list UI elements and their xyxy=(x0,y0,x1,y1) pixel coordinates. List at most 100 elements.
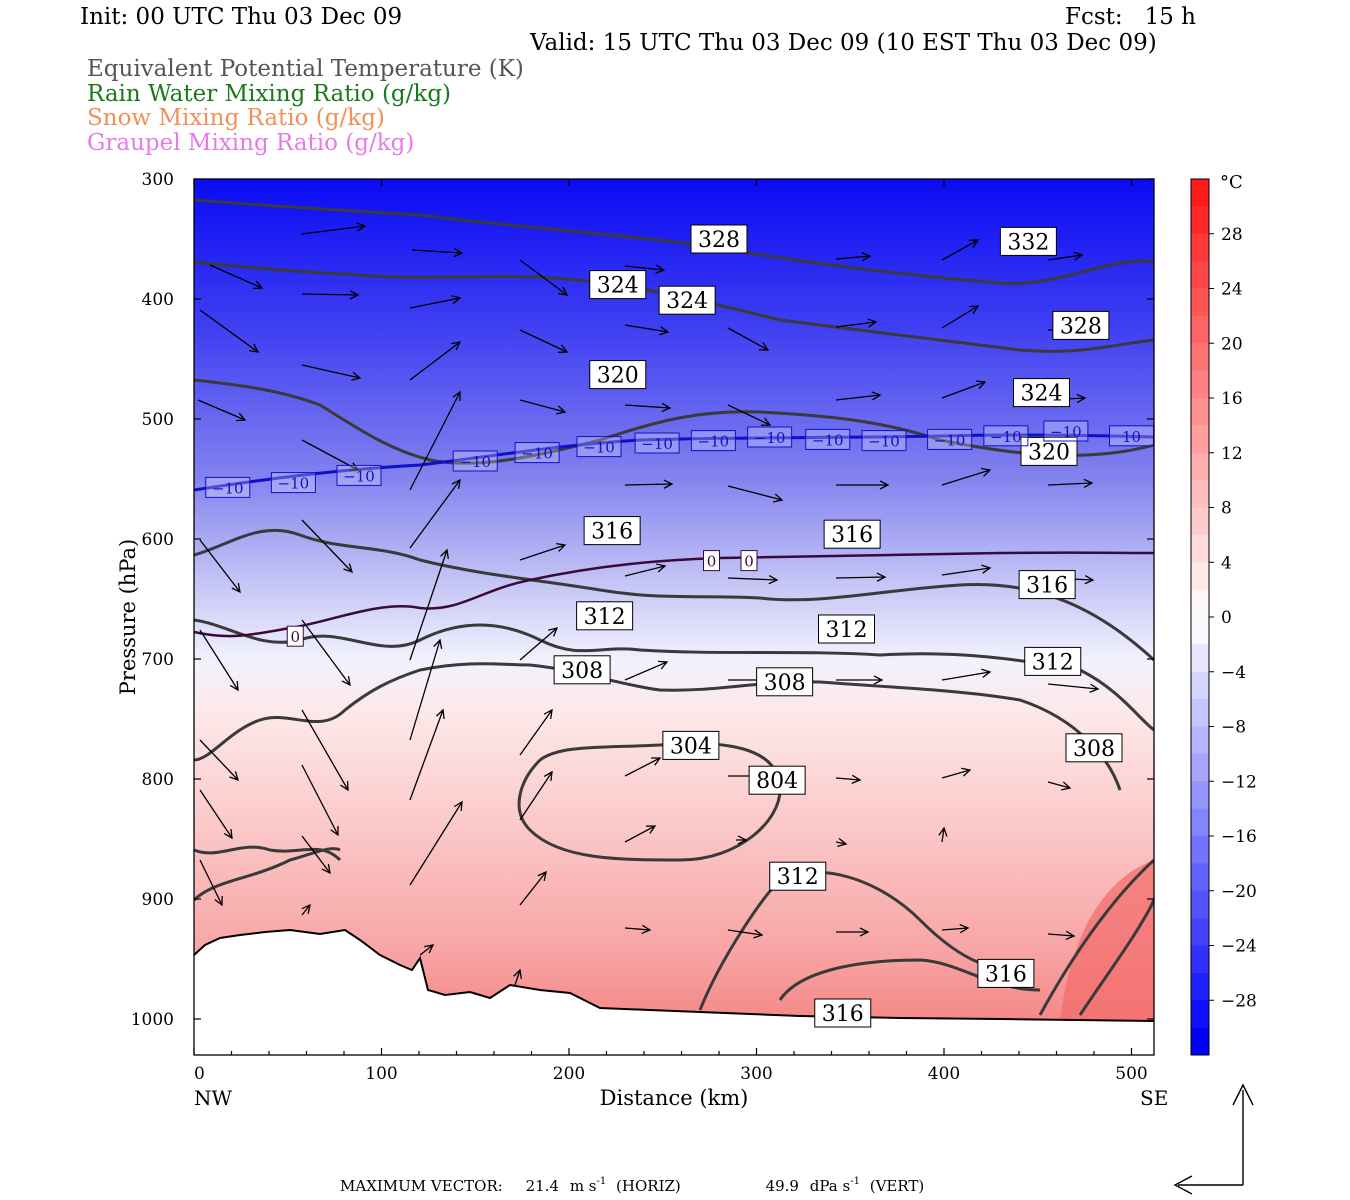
isotherm-label: 10 xyxy=(1109,425,1154,447)
wind-vector xyxy=(1047,683,1100,693)
isotherm-label-box xyxy=(452,450,498,472)
wind-vector xyxy=(624,402,672,413)
isotherm-label-box xyxy=(270,472,316,494)
theta-e-label-text: 316 xyxy=(985,962,1027,987)
isotherm-label: −10 xyxy=(927,428,973,450)
wind-vector xyxy=(835,572,887,582)
theta-e-contour xyxy=(1078,899,1154,1016)
theta-e-label-box xyxy=(589,360,647,390)
theta-e-label: 316 xyxy=(1018,570,1076,600)
colorbar-tick-label: 12 xyxy=(1221,444,1243,464)
wind-vector xyxy=(301,835,331,875)
colorbar-tick-label: −8 xyxy=(1221,718,1246,738)
wind-vector xyxy=(941,564,992,576)
wind-vector xyxy=(519,543,567,561)
wind-vector xyxy=(519,329,569,353)
theta-e-label: 304 xyxy=(662,730,720,760)
isotherm-label: 0 xyxy=(740,550,758,572)
wind-vector xyxy=(519,259,569,296)
max-vector-label: MAXIMUM VECTOR: xyxy=(340,1177,503,1195)
wind-vector xyxy=(519,627,559,661)
wind-vector xyxy=(301,709,349,792)
wind-vector xyxy=(624,479,674,489)
theta-e-label-box xyxy=(553,655,611,685)
theta-e-label-text: 312 xyxy=(826,618,868,643)
theta-e-label: 804 xyxy=(748,765,806,795)
isotherm-label-box xyxy=(514,442,560,464)
isotherm-label-box xyxy=(703,550,720,572)
colorbar-swatch xyxy=(1191,1027,1209,1056)
plot-frame xyxy=(193,178,1155,1056)
wind-vector xyxy=(209,264,264,290)
isotherm-label-box xyxy=(861,430,907,452)
isotherm-label: −10 xyxy=(861,430,907,452)
forecast-hour: Fcst: 15 h xyxy=(1065,4,1196,30)
isotherm-label: −10 xyxy=(634,432,680,454)
wind-vector xyxy=(624,757,662,777)
theta-e-label: 316 xyxy=(823,519,881,549)
wind-vector xyxy=(519,770,553,821)
theta-e-label-box xyxy=(583,516,641,546)
colorbar-swatch xyxy=(1191,918,1209,946)
isotherm-label-text: −10 xyxy=(212,479,244,497)
colorbar-unit: °C xyxy=(1220,172,1243,193)
y-tick-label: 400 xyxy=(142,290,174,310)
theta-e-label: 324 xyxy=(1013,378,1070,408)
colorbar-tick-label: −20 xyxy=(1221,882,1257,902)
theta-e-label-box xyxy=(814,998,872,1028)
y-axis-title: Pressure (hPa) xyxy=(116,539,140,695)
isotherm-label-text: −10 xyxy=(698,433,730,451)
wind-vector xyxy=(938,826,948,843)
theta-e-label-text: 312 xyxy=(777,865,819,890)
colorbar-swatch xyxy=(1191,726,1209,755)
colorbar-swatch xyxy=(1191,808,1209,837)
isotherm-label-text: 10 xyxy=(1122,428,1141,446)
theta-e-label: 332 xyxy=(999,226,1057,256)
wind-vector xyxy=(409,294,462,309)
theta-e-label-text: 312 xyxy=(584,605,626,630)
isotherm-label-box xyxy=(286,625,304,647)
isotherm-label-box xyxy=(634,432,680,454)
colorbar-tick-label: 8 xyxy=(1221,499,1232,519)
wind-vector xyxy=(409,341,462,381)
colorbar-swatch xyxy=(1191,890,1209,919)
isotherm-label-box xyxy=(740,550,758,572)
y-tick-label: 700 xyxy=(142,650,174,670)
y-tick-label: 1000 xyxy=(131,1010,174,1030)
y-tick-label: 600 xyxy=(142,530,174,550)
wind-vector xyxy=(624,324,670,336)
wind-vector xyxy=(624,660,669,681)
x-tick-label: 100 xyxy=(365,1064,397,1084)
y-tick-label: 800 xyxy=(142,770,174,790)
isotherm-label-text: −10 xyxy=(990,428,1022,446)
wind-vector xyxy=(941,239,980,261)
wind-vector xyxy=(199,629,239,692)
isotherm-label-text: −10 xyxy=(754,429,786,447)
colorbar-tick-label: 20 xyxy=(1221,334,1243,354)
wind-vector xyxy=(835,837,848,848)
isotherm-label-box xyxy=(1043,420,1089,442)
colorbar-tick-label: −16 xyxy=(1221,827,1257,847)
theta-e-label-text: 320 xyxy=(1028,440,1070,465)
theta-e-label-box xyxy=(662,730,720,760)
wind-vector xyxy=(199,739,239,782)
isotherm-label: 0 xyxy=(286,625,304,647)
colorbar-swatch xyxy=(1191,452,1209,481)
theta-e-label-text: 324 xyxy=(666,289,708,314)
isotherm-label-box xyxy=(983,425,1029,447)
vert-unit: dPa s xyxy=(810,1177,850,1195)
wind-vector xyxy=(941,380,987,399)
colorbar-swatch xyxy=(1191,480,1209,508)
legend-snow: Snow Mixing Ratio (g/kg) xyxy=(87,105,385,131)
theta-e-label: 324 xyxy=(589,270,647,300)
wind-vector xyxy=(727,929,764,939)
colorbar-tick-label: 24 xyxy=(1221,280,1243,300)
theta-e-label: 316 xyxy=(814,998,872,1028)
wind-vector xyxy=(1047,251,1084,261)
colorbar-swatch xyxy=(1191,1000,1209,1029)
wind-vector xyxy=(513,968,522,986)
colorbar-swatch xyxy=(1191,836,1209,864)
wind-vector xyxy=(835,774,862,785)
nw-label: NW xyxy=(194,1086,233,1110)
x-tick-label: 200 xyxy=(553,1064,585,1084)
